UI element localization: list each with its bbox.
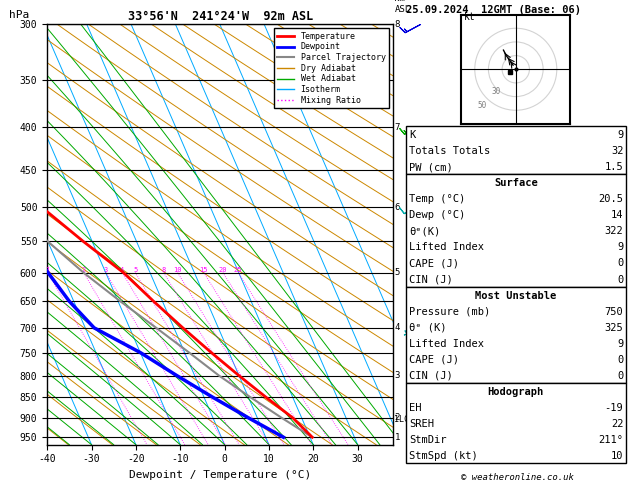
Text: 9: 9: [617, 130, 623, 140]
Text: 10: 10: [611, 451, 623, 461]
Text: StmSpd (kt): StmSpd (kt): [409, 451, 478, 461]
Text: Totals Totals: Totals Totals: [409, 146, 491, 156]
Text: Hodograph: Hodograph: [487, 387, 544, 397]
Title: 33°56'N  241°24'W  92m ASL: 33°56'N 241°24'W 92m ASL: [128, 10, 313, 23]
Text: 20: 20: [219, 267, 227, 273]
Text: © weatheronline.co.uk: © weatheronline.co.uk: [461, 473, 574, 482]
Text: K: K: [409, 130, 416, 140]
Text: θᵉ(K): θᵉ(K): [409, 226, 441, 236]
Text: 0: 0: [617, 371, 623, 381]
Text: 322: 322: [604, 226, 623, 236]
Text: 9: 9: [617, 243, 623, 252]
Text: 30: 30: [491, 87, 501, 96]
Text: 10: 10: [174, 267, 182, 273]
Text: 9: 9: [617, 339, 623, 348]
Text: PW (cm): PW (cm): [409, 162, 454, 172]
Text: 6: 6: [394, 203, 400, 212]
Text: 32: 32: [611, 146, 623, 156]
Text: Pressure (mb): Pressure (mb): [409, 307, 491, 316]
Text: 8: 8: [394, 20, 400, 29]
Text: 1LCL: 1LCL: [394, 416, 415, 424]
Text: CIN (J): CIN (J): [409, 275, 454, 284]
Text: Surface: Surface: [494, 178, 538, 188]
Text: Most Unstable: Most Unstable: [475, 291, 557, 300]
Text: 0: 0: [617, 355, 623, 364]
Text: 14: 14: [611, 210, 623, 220]
Text: CAPE (J): CAPE (J): [409, 259, 459, 268]
Text: Temp (°C): Temp (°C): [409, 194, 465, 204]
Text: 325: 325: [604, 323, 623, 332]
Legend: Temperature, Dewpoint, Parcel Trajectory, Dry Adiabat, Wet Adiabat, Isotherm, Mi: Temperature, Dewpoint, Parcel Trajectory…: [274, 29, 389, 108]
Text: θᵉ (K): θᵉ (K): [409, 323, 447, 332]
Text: 7: 7: [394, 123, 400, 132]
Text: 25: 25: [234, 267, 242, 273]
Text: 22: 22: [611, 419, 623, 429]
Text: 1.5: 1.5: [604, 162, 623, 172]
Text: 50: 50: [477, 101, 487, 109]
Text: 750: 750: [604, 307, 623, 316]
Text: 5: 5: [133, 267, 137, 273]
Text: 3: 3: [394, 371, 400, 380]
Text: 15: 15: [199, 267, 208, 273]
Text: StmDir: StmDir: [409, 435, 447, 445]
Text: 211°: 211°: [598, 435, 623, 445]
Text: km
ASL: km ASL: [394, 0, 411, 14]
Text: 4: 4: [120, 267, 125, 273]
Text: Dewp (°C): Dewp (°C): [409, 210, 465, 220]
Text: hPa: hPa: [9, 10, 30, 20]
Text: EH: EH: [409, 403, 422, 413]
Text: 5: 5: [394, 268, 400, 277]
Text: 1: 1: [46, 267, 50, 273]
Text: 25.09.2024  12GMT (Base: 06): 25.09.2024 12GMT (Base: 06): [406, 5, 581, 15]
Text: Mixing Ratio (g/kg): Mixing Ratio (g/kg): [409, 254, 418, 349]
Text: Lifted Index: Lifted Index: [409, 243, 484, 252]
Text: 0: 0: [617, 275, 623, 284]
Text: CAPE (J): CAPE (J): [409, 355, 459, 364]
Text: 2: 2: [82, 267, 86, 273]
Text: 8: 8: [162, 267, 166, 273]
Text: Lifted Index: Lifted Index: [409, 339, 484, 348]
Text: SREH: SREH: [409, 419, 435, 429]
Text: 1: 1: [394, 433, 400, 442]
Text: 3: 3: [104, 267, 108, 273]
Text: -19: -19: [604, 403, 623, 413]
Text: 20.5: 20.5: [598, 194, 623, 204]
Text: 2: 2: [394, 414, 400, 422]
Text: CIN (J): CIN (J): [409, 371, 454, 381]
Text: 4: 4: [394, 323, 400, 332]
X-axis label: Dewpoint / Temperature (°C): Dewpoint / Temperature (°C): [129, 470, 311, 480]
Text: 0: 0: [617, 259, 623, 268]
Text: kt: kt: [464, 12, 476, 22]
